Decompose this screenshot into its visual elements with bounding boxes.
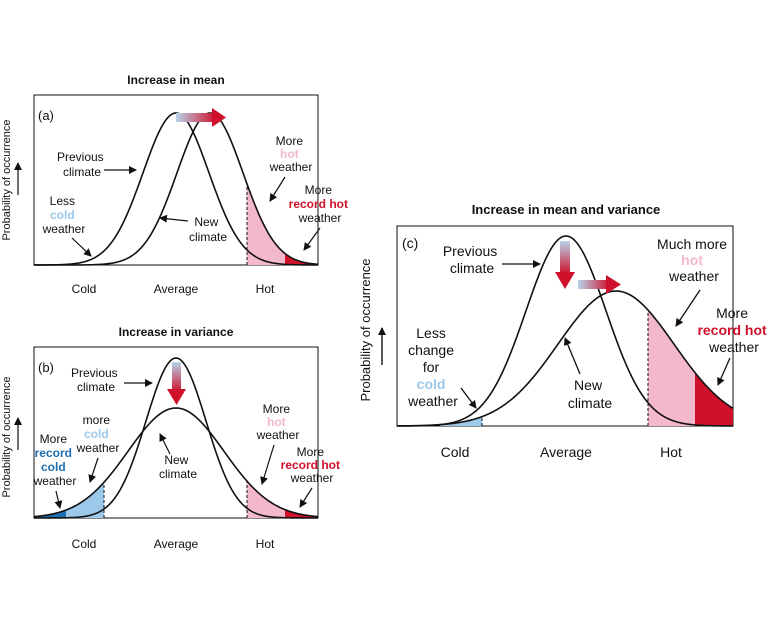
panel-b-record-hot-label: More record hot weather <box>281 445 344 485</box>
panel-a-letter: (a) <box>38 108 54 123</box>
panel-c: Increase in mean and variance (c) Probab… <box>358 202 768 460</box>
panel-c-record-hot-tail <box>695 372 733 426</box>
panel-b-frame <box>33 346 319 519</box>
panel-c-hot-tail <box>648 310 695 426</box>
panel-b-new-pointer <box>159 433 171 455</box>
panel-c-down-arrow-head <box>555 272 575 289</box>
panel-a-shades <box>60 183 318 265</box>
panel-c-title: Increase in mean and variance <box>472 202 661 217</box>
panel-b-more-record-cold-pointer <box>54 490 63 509</box>
panel-b-curves <box>33 357 319 519</box>
panel-c-much-more-hot-pointer <box>675 289 701 327</box>
panel-a-tick-average: Average <box>154 282 199 296</box>
panel-c-letter: (c) <box>402 235 418 251</box>
panel-b-tick-hot: Hot <box>256 537 275 551</box>
panel-c-less-change-pointer <box>460 387 477 409</box>
panel-a-frame <box>33 94 319 266</box>
panel-a-record-hot-label: More record hot weather <box>289 183 352 225</box>
panel-a-record-hot-pointer <box>303 227 321 251</box>
panel-a-more-hot-label: More hot weather <box>269 134 313 174</box>
panel-b-shades <box>34 481 318 518</box>
panel-a-hot-tail <box>247 183 285 265</box>
panel-b-more-hot-label: More hot weather <box>256 402 300 442</box>
panel-b-tick-cold: Cold <box>72 537 97 551</box>
panel-b-more-record-cold-label: More record cold weather <box>33 432 77 488</box>
panel-c-frame <box>396 225 734 427</box>
panel-b-previous-climate-curve <box>34 357 318 519</box>
panel-c-record-hot-pointer <box>717 357 731 386</box>
panel-b-ylabel: Probability of occurrence <box>1 376 13 497</box>
panel-a-tick-cold: Cold <box>72 282 97 296</box>
panel-b-new-climate-label: New climate <box>159 453 197 481</box>
panel-a: Increase in mean (a) Probability of occu… <box>1 73 352 296</box>
panel-c-new-climate-label: New climate <box>568 377 613 411</box>
panel-c-previous-climate-curve <box>397 235 733 427</box>
panel-b-more-cold-pointer <box>88 457 99 483</box>
panel-c-previous-climate-label: Previous climate <box>443 243 501 276</box>
panel-b-shift-arrow-head <box>167 389 186 405</box>
panel-c-less-change-label: Less change for cold weather <box>407 325 458 409</box>
panel-b-previous-climate-label: Previous climate <box>71 366 121 394</box>
panel-a-new-climate-label: New climate <box>189 215 227 244</box>
panel-a-previous-climate-label: Previous climate <box>57 150 107 179</box>
panel-a-tick-hot: Hot <box>256 282 275 296</box>
panel-a-ylabel: Probability of occurrence <box>1 119 13 240</box>
panel-c-down-arrow-body <box>560 241 570 274</box>
panel-a-new-pointer <box>159 214 189 223</box>
panel-c-new-pointer <box>564 337 581 375</box>
panel-c-new-climate-curve <box>396 290 734 427</box>
panel-b-more-hot-pointer <box>260 444 275 485</box>
panel-c-tick-hot: Hot <box>660 444 682 460</box>
panel-c-right-arrow-body <box>578 280 610 289</box>
panel-a-more-hot-pointer <box>269 176 286 202</box>
panel-c-cold-tail <box>440 416 482 426</box>
panel-a-new-climate-curve <box>34 112 319 266</box>
panel-b: Increase in variance (b) Probability of … <box>1 325 344 551</box>
panel-a-shift-arrow-body <box>176 113 216 122</box>
panel-b-record-hot-pointer <box>299 487 313 508</box>
panel-c-tick-average: Average <box>540 444 592 460</box>
panel-b-shift-arrow-body <box>172 362 181 392</box>
panel-a-less-cold-label: Less cold weather <box>42 194 86 236</box>
panel-a-shift-arrow-head <box>212 108 226 127</box>
panel-a-less-cold-pointer <box>71 237 92 257</box>
panel-b-tick-average: Average <box>154 537 199 551</box>
panel-c-right-arrow-head <box>606 275 621 294</box>
panel-c-ylabel: Probability of occurrence <box>358 258 373 401</box>
panel-c-record-hot-label: More record hot weather <box>697 305 768 355</box>
panel-a-record-hot-tail <box>285 253 318 265</box>
panel-c-shades <box>440 310 733 426</box>
panel-c-much-more-hot-label: Much more hot weather <box>657 236 731 284</box>
panel-b-more-cold-label: more cold weather <box>76 413 120 455</box>
panel-b-new-climate-curve <box>33 407 319 518</box>
panel-b-letter: (b) <box>38 360 54 375</box>
panel-c-curves <box>396 235 734 427</box>
panel-a-title: Increase in mean <box>127 73 224 87</box>
panel-c-tick-cold: Cold <box>441 444 470 460</box>
panel-b-title: Increase in variance <box>119 325 234 339</box>
